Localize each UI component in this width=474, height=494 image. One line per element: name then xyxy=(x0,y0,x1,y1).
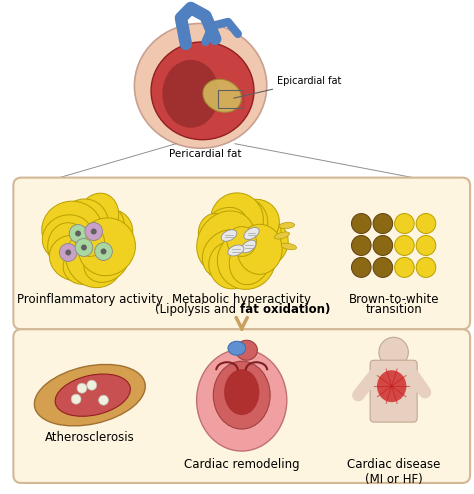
Ellipse shape xyxy=(229,234,272,285)
Text: Cardiac remodeling: Cardiac remodeling xyxy=(184,458,300,471)
Ellipse shape xyxy=(373,257,392,278)
Ellipse shape xyxy=(416,236,436,255)
Ellipse shape xyxy=(197,349,287,451)
Text: Atherosclerosis: Atherosclerosis xyxy=(45,431,135,444)
Circle shape xyxy=(69,224,87,243)
Ellipse shape xyxy=(210,193,264,247)
Ellipse shape xyxy=(352,236,371,255)
Ellipse shape xyxy=(218,231,275,289)
Ellipse shape xyxy=(75,227,104,256)
Ellipse shape xyxy=(373,236,392,255)
Circle shape xyxy=(77,383,87,393)
Ellipse shape xyxy=(204,207,246,246)
Ellipse shape xyxy=(352,257,371,278)
Circle shape xyxy=(95,243,112,260)
Text: transition: transition xyxy=(365,303,422,316)
Ellipse shape xyxy=(198,213,237,260)
Circle shape xyxy=(99,395,109,405)
Circle shape xyxy=(91,229,97,235)
Ellipse shape xyxy=(202,229,255,280)
Ellipse shape xyxy=(373,213,392,234)
Ellipse shape xyxy=(90,209,133,255)
Ellipse shape xyxy=(227,227,256,256)
Ellipse shape xyxy=(224,369,259,415)
Ellipse shape xyxy=(135,23,267,148)
Circle shape xyxy=(75,239,93,256)
Ellipse shape xyxy=(55,374,130,416)
Ellipse shape xyxy=(274,232,290,239)
Ellipse shape xyxy=(53,204,98,247)
Ellipse shape xyxy=(234,209,281,259)
Ellipse shape xyxy=(151,42,254,140)
Circle shape xyxy=(81,245,87,250)
Ellipse shape xyxy=(416,213,436,234)
Ellipse shape xyxy=(228,245,244,256)
Circle shape xyxy=(379,337,408,367)
Ellipse shape xyxy=(78,204,124,248)
Ellipse shape xyxy=(78,218,136,276)
Text: Pericardial fat: Pericardial fat xyxy=(169,149,242,159)
Ellipse shape xyxy=(59,199,109,249)
Ellipse shape xyxy=(244,227,259,240)
Ellipse shape xyxy=(395,236,414,255)
Circle shape xyxy=(65,249,71,255)
Text: Epicardial fat: Epicardial fat xyxy=(234,76,341,98)
Ellipse shape xyxy=(42,215,93,261)
Text: Proinflammatory activity: Proinflammatory activity xyxy=(17,293,163,306)
Ellipse shape xyxy=(228,341,246,355)
Text: Brown-to-white: Brown-to-white xyxy=(348,293,439,306)
Ellipse shape xyxy=(281,243,297,250)
Text: (Lipolysis and: (Lipolysis and xyxy=(155,303,240,316)
Ellipse shape xyxy=(416,257,436,278)
Ellipse shape xyxy=(219,198,268,247)
Ellipse shape xyxy=(77,193,118,242)
Ellipse shape xyxy=(66,231,123,288)
Ellipse shape xyxy=(377,370,406,402)
Ellipse shape xyxy=(162,60,219,128)
Ellipse shape xyxy=(237,224,282,274)
Ellipse shape xyxy=(48,223,90,272)
Ellipse shape xyxy=(89,223,133,268)
Ellipse shape xyxy=(209,242,254,289)
Ellipse shape xyxy=(395,257,414,278)
Ellipse shape xyxy=(197,211,255,274)
Ellipse shape xyxy=(63,247,104,285)
Ellipse shape xyxy=(395,213,414,234)
FancyBboxPatch shape xyxy=(13,178,470,329)
Ellipse shape xyxy=(352,213,371,234)
Circle shape xyxy=(75,231,81,237)
Ellipse shape xyxy=(279,222,295,229)
Text: Metabolic hyperactivity: Metabolic hyperactivity xyxy=(172,293,311,306)
Ellipse shape xyxy=(236,340,257,360)
Circle shape xyxy=(100,248,107,254)
Circle shape xyxy=(71,394,81,404)
Ellipse shape xyxy=(232,199,279,246)
Ellipse shape xyxy=(241,240,256,253)
Text: Cardiac disease
(MI or HF): Cardiac disease (MI or HF) xyxy=(347,458,440,486)
Ellipse shape xyxy=(203,80,241,112)
Ellipse shape xyxy=(84,239,129,283)
FancyBboxPatch shape xyxy=(13,329,470,483)
Circle shape xyxy=(87,380,97,390)
Ellipse shape xyxy=(49,235,100,281)
Ellipse shape xyxy=(35,365,145,426)
Text: fat oxidation): fat oxidation) xyxy=(240,303,330,316)
Ellipse shape xyxy=(221,230,237,241)
Circle shape xyxy=(85,222,102,241)
Ellipse shape xyxy=(42,201,102,259)
Ellipse shape xyxy=(240,220,288,268)
FancyBboxPatch shape xyxy=(370,360,417,422)
Circle shape xyxy=(59,244,77,261)
Ellipse shape xyxy=(213,361,270,429)
